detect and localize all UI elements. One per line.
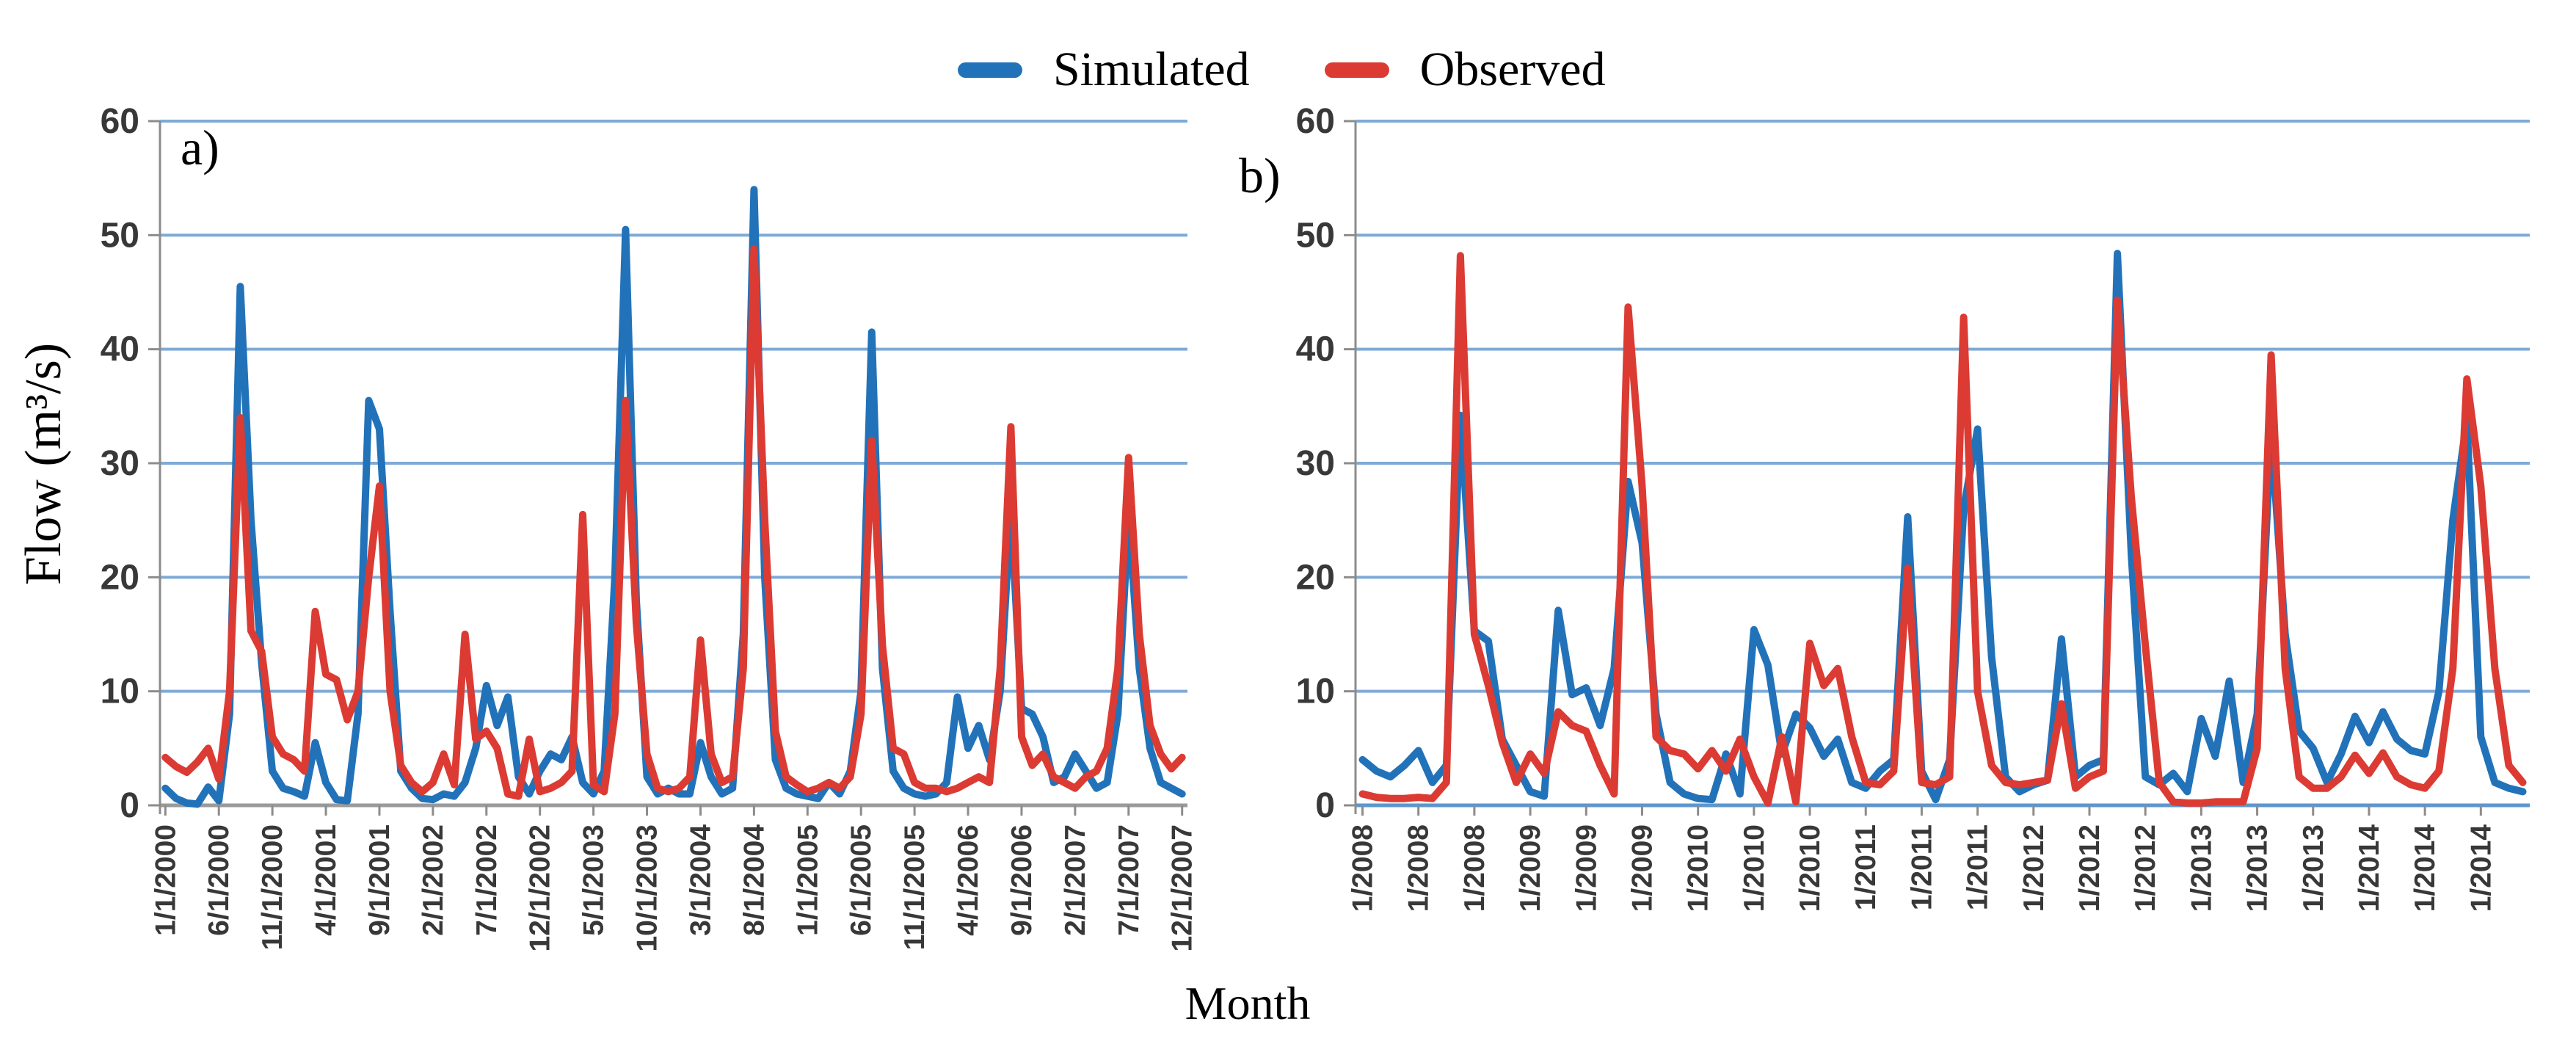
x-axis-title: Month xyxy=(1185,977,1311,1029)
x-axis-label: 1/2014 xyxy=(2409,824,2441,913)
x-axis-label: 8/1/2004 xyxy=(738,824,770,936)
legend-label-observed: Observed xyxy=(1419,43,1606,96)
simulated-line-swatch xyxy=(958,62,1022,78)
x-axis-label: 1/2012 xyxy=(2130,824,2161,912)
observed-line-a xyxy=(161,245,1186,800)
panel-label-a: a) xyxy=(181,120,219,175)
y-axis-label: 30 xyxy=(101,444,139,483)
y-axis-label: 30 xyxy=(1296,444,1335,483)
x-axis-label: 1/1/2000 xyxy=(150,824,181,936)
y-axis-label: 60 xyxy=(1296,102,1335,141)
y-axis-label: 60 xyxy=(101,102,139,141)
y-axis-label: 20 xyxy=(101,558,139,597)
x-axis-label: 1/2010 xyxy=(1683,824,1714,912)
x-axis-label: 7/1/2007 xyxy=(1113,824,1145,936)
legend: Simulated Observed xyxy=(958,46,1647,94)
simulated-line-a xyxy=(161,186,1186,808)
x-axis-label: 4/1/2006 xyxy=(953,824,984,936)
y-axis-label: 10 xyxy=(1296,672,1335,711)
chart-a: 0 10 20 30 40 50 60 1/1/2000 6/1/2000 11/1/2000 4/… xyxy=(101,102,1198,952)
x-axis-label: 11/1/2000 xyxy=(257,824,288,950)
legend-label-simulated: Simulated xyxy=(1053,43,1250,96)
x-axis-label: 1/2013 xyxy=(2298,824,2329,912)
x-axis-label: 11/1/2005 xyxy=(899,824,931,950)
x-axis-label: 3/1/2004 xyxy=(685,824,716,936)
observed-line-swatch xyxy=(1324,62,1389,78)
legend-item-observed: Observed xyxy=(1324,43,1606,96)
y-axis-title: Flow (m³/s) xyxy=(15,342,72,586)
x-axis-label: 9/1/2006 xyxy=(1006,824,1038,936)
x-axis-label: 2/1/2007 xyxy=(1060,824,1091,936)
x-axis-label: 12/1/2002 xyxy=(525,824,556,952)
x-axis-label: 1/2014 xyxy=(2465,824,2497,913)
x-axis-label: 1/2013 xyxy=(2242,824,2274,912)
x-axis-label: 1/2008 xyxy=(1459,824,1491,912)
x-axis-label: 1/2010 xyxy=(1739,824,1770,912)
x-axis-label: 1/2012 xyxy=(2074,824,2106,912)
x-axis-label: 4/1/2001 xyxy=(310,824,342,936)
x-axis-label: 1/2008 xyxy=(1347,824,1379,912)
x-axis-label: 12/1/2007 xyxy=(1167,824,1198,952)
x-axis-label: 1/1/2005 xyxy=(792,824,823,936)
x-axis-label: 1/2009 xyxy=(1515,824,1546,912)
y-axis-label: 50 xyxy=(1296,216,1335,255)
x-axis-label: 6/1/2005 xyxy=(845,824,877,936)
x-axis-label: 1/2009 xyxy=(1571,824,1602,912)
y-axis-label: 0 xyxy=(120,786,139,825)
x-axis-label: 6/1/2000 xyxy=(203,824,235,936)
x-axis-label: 1/2009 xyxy=(1626,824,1658,912)
x-axis-label: 2/1/2002 xyxy=(418,824,449,936)
chart-b: 0 10 20 30 40 50 60 1/2008 1/2008 1/2008 1/2009 1/2… xyxy=(1296,102,2530,912)
x-axis-label: 10/1/2003 xyxy=(632,824,663,952)
legend-item-simulated: Simulated xyxy=(958,46,1250,94)
x-axis-label: 1/2014 xyxy=(2354,824,2385,913)
x-axis-label: 1/2013 xyxy=(2186,824,2217,912)
simulated-line-b xyxy=(1358,250,2527,804)
x-axis-label: 7/1/2002 xyxy=(471,824,503,936)
x-axis-label: 1/2011 xyxy=(1962,824,1994,910)
x-axis-label: 1/2011 xyxy=(1906,824,1938,910)
observed-line-b xyxy=(1358,252,2527,807)
x-axis-label: 1/2010 xyxy=(1794,824,1826,912)
y-axis-label: 40 xyxy=(1296,330,1335,369)
x-axis-label: 5/1/2003 xyxy=(578,824,610,936)
y-axis-label: 0 xyxy=(1315,786,1335,825)
y-axis-label: 10 xyxy=(101,672,139,711)
panel-label-b: b) xyxy=(1239,148,1281,203)
x-axis-label: 1/2011 xyxy=(1850,824,1882,910)
y-axis-label: 40 xyxy=(101,330,139,369)
y-axis-label: 20 xyxy=(1296,558,1335,597)
y-axis-label: 50 xyxy=(101,216,139,255)
x-axis-label: 9/1/2001 xyxy=(364,824,396,936)
x-axis-label: 1/2012 xyxy=(2018,824,2050,912)
x-axis-label: 1/2008 xyxy=(1403,824,1435,912)
